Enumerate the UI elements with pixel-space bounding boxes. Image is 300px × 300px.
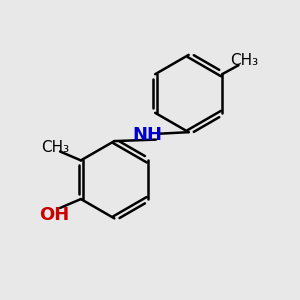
Text: CH₃: CH₃ bbox=[230, 53, 259, 68]
Text: OH: OH bbox=[39, 206, 69, 224]
Text: NH: NH bbox=[132, 126, 162, 144]
Text: CH₃: CH₃ bbox=[41, 140, 70, 154]
